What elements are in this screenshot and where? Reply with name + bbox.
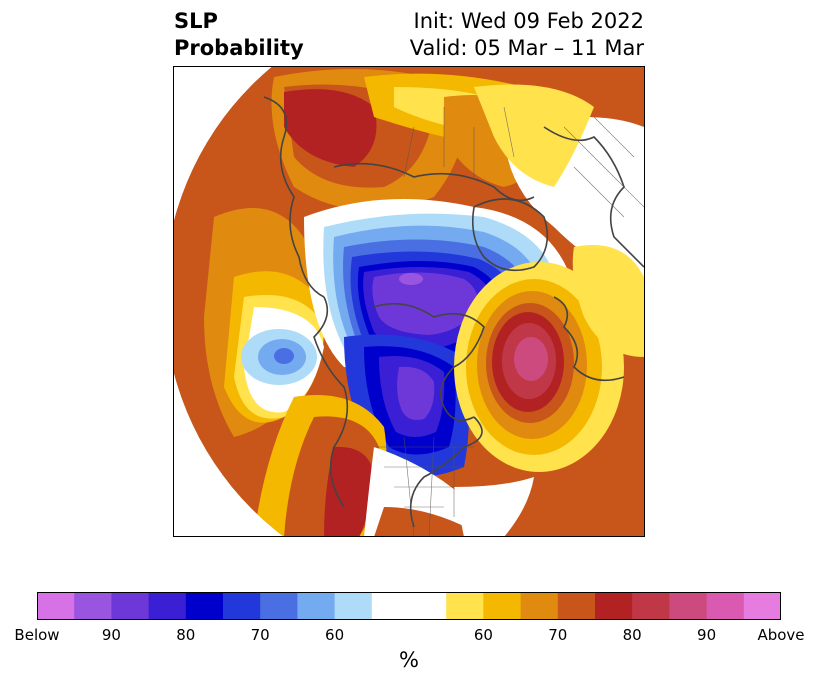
colorbar-swatch bbox=[111, 592, 150, 620]
colorbar-swatch bbox=[595, 592, 633, 620]
title-line1: SLP bbox=[174, 9, 218, 33]
colorbar bbox=[37, 592, 781, 620]
colorbar-tick-label: 80 bbox=[176, 626, 196, 644]
colorbar-tick-label: 90 bbox=[101, 626, 121, 644]
colorbar-tick-label: Below bbox=[14, 626, 60, 644]
colorbar-tick-label: 60 bbox=[473, 626, 493, 644]
colorbar-tick-label: 70 bbox=[548, 626, 568, 644]
title-left: SLP Probability bbox=[174, 8, 304, 62]
valid-range: Valid: 05 Mar – 11 Mar bbox=[409, 36, 644, 60]
colorbar-tick-label: Above bbox=[757, 626, 805, 644]
colorbar-swatch bbox=[260, 592, 298, 620]
colorbar-swatch bbox=[148, 592, 187, 620]
colorbar-swatch bbox=[706, 592, 745, 620]
title-right: Init: Wed 09 Feb 2022 Valid: 05 Mar – 11… bbox=[410, 8, 644, 62]
colorbar-swatches bbox=[37, 592, 781, 620]
colorbar-swatch bbox=[632, 592, 670, 620]
colorbar-swatch bbox=[371, 592, 410, 620]
colorbar-tick-label: 60 bbox=[325, 626, 345, 644]
colorbar-swatch bbox=[223, 592, 261, 620]
coast-greenland bbox=[471, 198, 549, 272]
colorbar-swatch bbox=[297, 592, 336, 620]
title-line2: Probability bbox=[174, 36, 304, 60]
colorbar-tick-label: 90 bbox=[697, 626, 717, 644]
colorbar-swatch bbox=[557, 592, 596, 620]
colorbar-swatch bbox=[37, 592, 75, 620]
coast-namerica bbox=[333, 162, 535, 202]
map-panel bbox=[173, 66, 645, 537]
colorbar-swatch bbox=[446, 592, 484, 620]
init-date: Init: Wed 09 Feb 2022 bbox=[413, 9, 644, 33]
slp-probability-map bbox=[174, 67, 644, 536]
probability-field bbox=[174, 67, 644, 536]
colorbar-swatch bbox=[409, 592, 447, 620]
colorbar-swatch bbox=[74, 592, 112, 620]
colorbar-swatch bbox=[185, 592, 224, 620]
colorbar-units: % bbox=[399, 648, 419, 672]
colorbar-swatch bbox=[483, 592, 522, 620]
colorbar-swatch bbox=[334, 592, 373, 620]
political-borders bbox=[374, 106, 644, 536]
coast-asia bbox=[263, 96, 325, 298]
colorbar-swatch bbox=[743, 592, 781, 620]
colorbar-swatch bbox=[669, 592, 708, 620]
colorbar-border bbox=[37, 592, 781, 620]
colorbar-tick-label: 70 bbox=[250, 626, 270, 644]
colorbar-tick-label: 80 bbox=[622, 626, 642, 644]
colorbar-swatch bbox=[520, 592, 559, 620]
